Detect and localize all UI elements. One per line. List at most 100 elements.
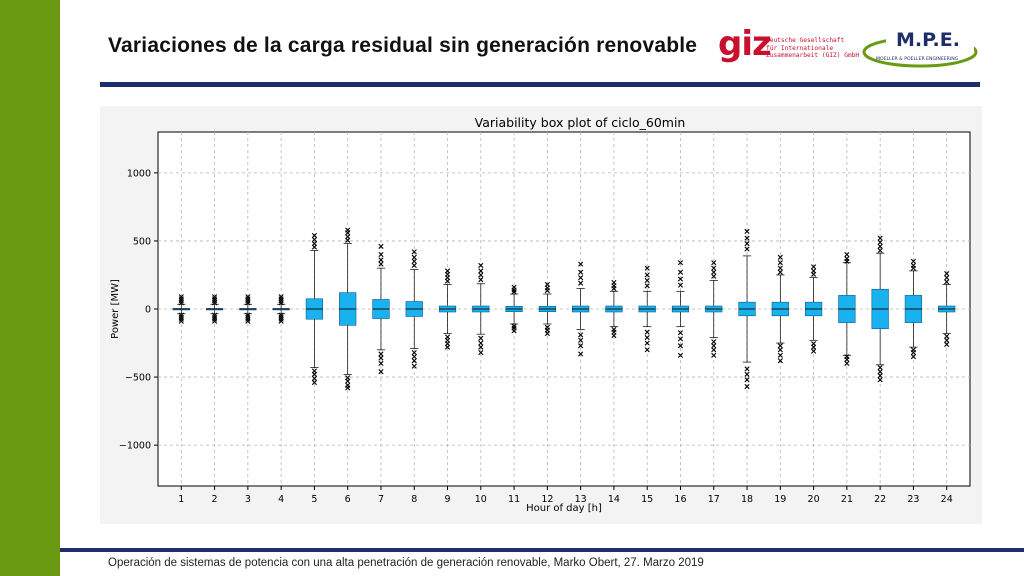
x-tick-label: 1 [178, 494, 184, 505]
flier-marker [378, 251, 384, 258]
x-tick-label: 21 [841, 494, 853, 505]
flier-marker [311, 232, 317, 239]
flier-marker [811, 264, 817, 270]
flier-marker [311, 236, 317, 243]
flier-marker [478, 272, 484, 278]
flier-marker [944, 333, 950, 339]
giz-logo-text: Deutsche Gesellschaft für Internationale… [766, 37, 860, 59]
flier-marker [844, 354, 850, 360]
flier-marker [578, 261, 584, 267]
flier-marker [278, 298, 284, 304]
box-hour-21 [838, 251, 856, 367]
flier-marker [644, 329, 650, 335]
flier-marker [877, 239, 883, 245]
flier-marker [411, 349, 417, 356]
flier-marker [677, 276, 684, 282]
flier-marker [178, 314, 184, 320]
flier-marker [311, 375, 317, 382]
box-hour-16 [671, 260, 690, 358]
flier-marker [677, 330, 684, 336]
box-hour-24 [938, 271, 956, 347]
flier-marker [311, 379, 317, 386]
box-hour-7 [372, 243, 390, 375]
flier-marker [211, 316, 218, 322]
flier-marker [378, 369, 384, 375]
x-tick-label: 8 [411, 494, 417, 505]
x-tick-label: 2 [212, 494, 218, 505]
x-tick-label: 7 [378, 494, 384, 505]
flier-marker [411, 354, 417, 360]
box-hour-9 [438, 268, 457, 350]
flier-marker [644, 277, 650, 283]
mpe-logo: M.P.E. MOELLER & POELLER ENGINEERING [862, 26, 980, 72]
slide-title: Variaciones de la carga residual sin gen… [108, 34, 698, 57]
flier-marker [777, 254, 783, 260]
flier-marker [411, 249, 417, 255]
box-hour-11 [505, 284, 523, 334]
flier-marker [378, 351, 384, 357]
flier-marker [411, 258, 417, 264]
mpe-logo-mark: M.P.E. [896, 29, 960, 51]
x-tick-label: 3 [245, 494, 251, 505]
x-tick-label: 15 [641, 494, 653, 505]
flier-marker [777, 358, 783, 364]
flier-marker [744, 228, 750, 234]
flier-marker [910, 354, 917, 360]
x-tick-label: 24 [941, 494, 953, 505]
x-tick-label: 22 [874, 494, 886, 505]
flier-marker [478, 349, 484, 356]
box-hour-14 [605, 279, 623, 339]
flier-marker [711, 260, 717, 266]
flier-marker [278, 316, 284, 322]
flier-marker [345, 227, 351, 233]
box-plot-chart: Variability box plot of ciclo_60min 1000… [110, 115, 971, 514]
flier-marker [644, 272, 650, 278]
flier-marker [245, 318, 251, 324]
y-tick-label: −1000 [119, 441, 151, 452]
flier-marker [578, 343, 584, 349]
flier-marker [910, 347, 917, 353]
flier-marker [744, 246, 750, 252]
flier-marker [245, 314, 251, 320]
flier-marker [578, 337, 584, 343]
flier-marker [711, 352, 717, 358]
x-tick-label: 19 [774, 494, 786, 505]
flier-marker [844, 251, 850, 258]
flier-marker [478, 262, 484, 269]
flier-marker [345, 382, 351, 388]
x-tick-label: 4 [278, 494, 284, 505]
flier-marker [378, 360, 384, 367]
flier-marker [511, 325, 517, 331]
flier-marker [211, 294, 218, 300]
flier-marker [644, 283, 650, 289]
y-axis-label: Power [MW] [110, 279, 121, 339]
flier-marker [578, 332, 584, 338]
flier-marker [744, 371, 750, 377]
flier-marker [877, 377, 883, 383]
box-hour-15 [638, 265, 656, 353]
flier-marker [811, 341, 817, 347]
flier-marker [711, 273, 717, 279]
flier-marker [345, 375, 351, 381]
box-hour-3 [239, 294, 257, 324]
flier-marker [544, 281, 550, 288]
flier-marker [744, 366, 750, 372]
box-hour-23 [904, 258, 923, 360]
flier-marker [811, 348, 817, 354]
flier-marker [478, 344, 484, 350]
flier-marker [444, 268, 451, 274]
flier-marker [378, 261, 384, 267]
x-tick-label: 5 [311, 494, 317, 505]
x-tick-label: 13 [575, 494, 587, 505]
flier-marker [444, 334, 451, 340]
box-hour-5 [305, 232, 324, 386]
flier-marker [711, 269, 717, 275]
box-hour-1 [172, 294, 190, 324]
flier-marker [411, 254, 417, 260]
footer-rule [60, 548, 1024, 552]
chart-panel: Variability box plot of ciclo_60min 1000… [100, 106, 982, 524]
y-tick-label: 1000 [127, 168, 151, 179]
flier-marker [378, 355, 384, 361]
flier-marker [245, 296, 251, 302]
flier-marker [278, 294, 284, 300]
